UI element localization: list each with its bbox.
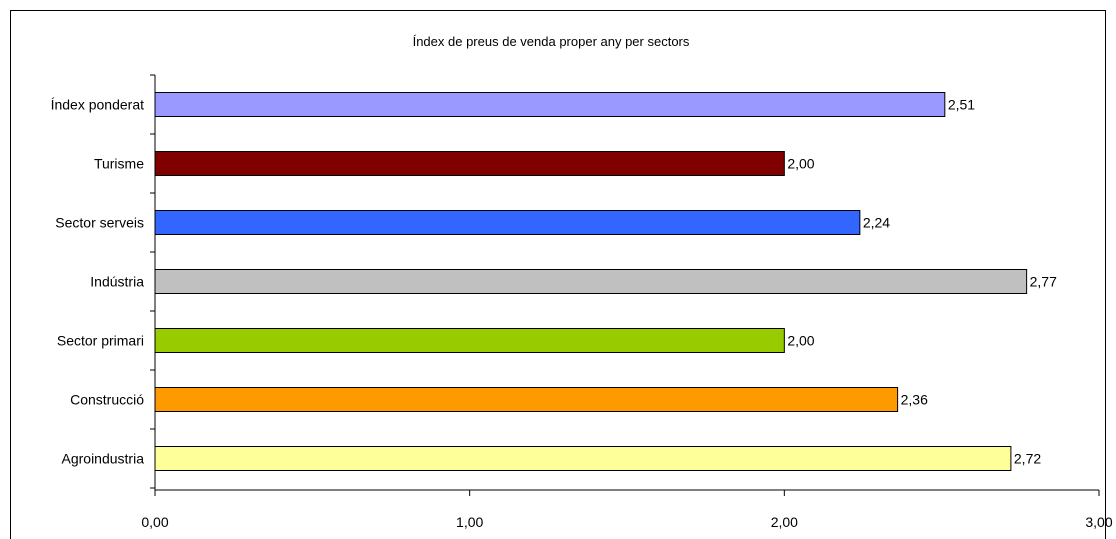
bar xyxy=(154,328,785,353)
x-tick-label: 1,00 xyxy=(456,514,483,530)
category-label: Índex ponderat xyxy=(51,97,145,113)
bar xyxy=(154,387,899,412)
category-label: Indústria xyxy=(90,274,144,290)
category-label: Sector primari xyxy=(57,333,144,349)
bar xyxy=(154,446,1012,471)
data-label: 2,00 xyxy=(787,333,814,349)
data-label: 2,51 xyxy=(948,97,975,113)
data-label: 2,00 xyxy=(787,156,814,172)
category-label: Construcció xyxy=(70,392,144,408)
x-tick-label: 0,00 xyxy=(141,514,168,530)
x-tick-label: 2,00 xyxy=(771,514,798,530)
category-label: Agroindustria xyxy=(62,451,145,467)
bar xyxy=(154,92,946,117)
category-label: Sector serveis xyxy=(55,215,144,231)
plot-area: Índex ponderat 2,51 Turisme 2,00 Sector serv… xyxy=(51,74,1113,530)
x-tick-label: 3,00 xyxy=(1085,514,1112,530)
data-label: 2,77 xyxy=(1030,274,1057,290)
category-label: Turisme xyxy=(94,156,144,172)
bar xyxy=(154,151,785,176)
data-label: 2,36 xyxy=(901,392,928,408)
bar xyxy=(154,210,861,235)
chart-title: Índex de preus de venda proper any per s… xyxy=(413,34,690,49)
bar xyxy=(154,269,1028,294)
data-label: 2,72 xyxy=(1014,451,1041,467)
data-label: 2,24 xyxy=(863,215,890,231)
